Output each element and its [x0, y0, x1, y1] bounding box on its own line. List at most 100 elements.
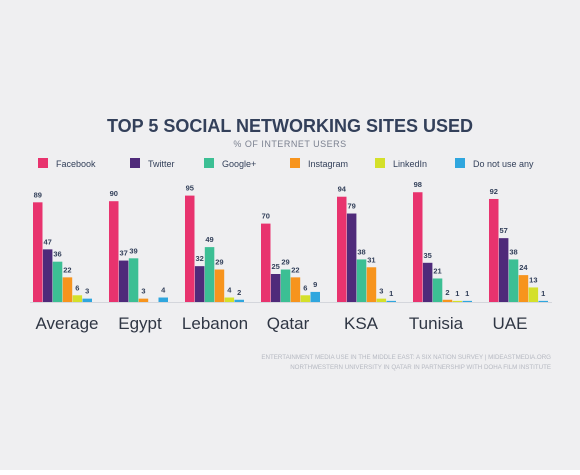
legend-swatch-twitter: [130, 158, 140, 168]
bar-qatar-facebook: [261, 223, 271, 302]
value-label-lebanon-google: 49: [205, 235, 213, 244]
value-label-uae-do-not-use-any: 1: [541, 289, 545, 298]
bar-average-do-not-use-any: [82, 298, 92, 302]
value-label-tunisia-twitter: 35: [423, 251, 431, 260]
bar-ksa-do-not-use-any: [386, 300, 396, 302]
legend-swatch-google: [204, 158, 214, 168]
value-label-lebanon-linkedin: 4: [227, 286, 232, 295]
value-label-uae-twitter: 57: [499, 226, 507, 235]
bar-tunisia-linkedin: [452, 300, 463, 302]
bars-group: [33, 192, 548, 302]
bar-lebanon-google: [204, 247, 215, 302]
source-line-1: ENTERTAINMENT MEDIA USE IN THE MIDDLE EA…: [261, 354, 551, 361]
value-label-lebanon-twitter: 32: [195, 254, 203, 263]
value-label-tunisia-google: 21: [433, 266, 441, 275]
chart-subtitle: % OF INTERNET USERS: [233, 139, 346, 149]
bar-qatar-google: [280, 269, 291, 302]
bar-average-google: [52, 261, 63, 302]
category-label-egypt: Egypt: [118, 314, 162, 333]
value-label-egypt-do-not-use-any: 4: [161, 286, 166, 295]
bar-uae-do-not-use-any: [538, 300, 548, 302]
bar-qatar-do-not-use-any: [310, 291, 320, 302]
value-label-qatar-instagram: 22: [291, 265, 299, 274]
bar-lebanon-facebook: [185, 195, 195, 302]
bar-tunisia-instagram: [442, 299, 453, 302]
value-label-tunisia-facebook: 98: [414, 180, 422, 189]
bar-ksa-twitter: [346, 213, 357, 302]
category-label-average: Average: [35, 314, 98, 333]
value-label-egypt-google: 39: [129, 246, 137, 255]
legend-swatch-facebook: [38, 158, 48, 168]
value-label-tunisia-linkedin: 1: [455, 289, 459, 298]
value-label-average-linkedin: 6: [75, 283, 79, 292]
legend-label-facebook: Facebook: [56, 159, 96, 169]
value-label-egypt-instagram: 3: [141, 287, 145, 296]
value-label-average-instagram: 22: [63, 265, 71, 274]
value-label-ksa-linkedin: 3: [379, 287, 383, 296]
bar-tunisia-do-not-use-any: [462, 300, 472, 302]
bar-uae-instagram: [518, 275, 529, 302]
category-label-lebanon: Lebanon: [182, 314, 248, 333]
bar-qatar-twitter: [270, 274, 281, 302]
value-label-uae-facebook: 92: [490, 187, 498, 196]
value-label-ksa-google: 38: [357, 247, 365, 256]
bar-uae-google: [508, 259, 519, 302]
value-label-lebanon-instagram: 29: [215, 258, 223, 267]
value-label-tunisia-instagram: 2: [445, 288, 449, 297]
bar-tunisia-google: [432, 278, 443, 302]
legend-label-do-not-use-any: Do not use any: [473, 159, 534, 169]
legend-label-google: Google+: [222, 159, 256, 169]
category-label-tunisia: Tunisia: [409, 314, 464, 333]
value-label-uae-linkedin: 13: [529, 275, 537, 284]
legend-label-instagram: Instagram: [308, 159, 348, 169]
bar-ksa-google: [356, 259, 367, 302]
bar-qatar-linkedin: [300, 295, 311, 302]
value-label-average-twitter: 47: [43, 237, 51, 246]
legend-label-twitter: Twitter: [148, 159, 175, 169]
legend-swatch-linkedin: [375, 158, 385, 168]
legend-swatch-do-not-use-any: [455, 158, 465, 168]
bar-average-linkedin: [72, 295, 83, 302]
value-label-qatar-linkedin: 6: [303, 283, 307, 292]
value-label-qatar-google: 29: [281, 258, 289, 267]
bar-tunisia-facebook: [413, 192, 423, 302]
bar-egypt-twitter: [118, 260, 129, 302]
value-label-tunisia-do-not-use-any: 1: [465, 289, 469, 298]
value-label-ksa-do-not-use-any: 1: [389, 289, 393, 298]
value-label-ksa-facebook: 94: [338, 185, 347, 194]
value-label-uae-google: 38: [509, 247, 517, 256]
value-label-qatar-twitter: 25: [271, 262, 279, 271]
bar-lebanon-linkedin: [224, 297, 235, 302]
bar-average-twitter: [42, 249, 53, 302]
bar-ksa-instagram: [366, 267, 377, 302]
bar-qatar-instagram: [290, 277, 301, 302]
bar-uae-twitter: [498, 238, 509, 302]
chart-title: TOP 5 SOCIAL NETWORKING SITES USED: [107, 116, 473, 136]
value-label-average-do-not-use-any: 3: [85, 287, 89, 296]
value-label-egypt-facebook: 90: [110, 189, 118, 198]
bar-ksa-facebook: [337, 196, 347, 302]
legend: Facebook Twitter Google+ Instagram LinkedIn D…: [38, 158, 534, 169]
bar-egypt-instagram: [138, 298, 149, 302]
value-label-ksa-twitter: 79: [347, 202, 355, 211]
category-label-uae: UAE: [493, 314, 528, 333]
value-label-lebanon-do-not-use-any: 2: [237, 288, 241, 297]
category-labels-group: Average Egypt Lebanon Qatar KSA Tunisia UAE: [35, 314, 527, 333]
bar-average-instagram: [62, 277, 73, 302]
value-label-lebanon-facebook: 95: [186, 184, 194, 193]
legend-swatch-instagram: [290, 158, 300, 168]
value-label-average-google: 36: [53, 250, 61, 259]
category-label-ksa: KSA: [344, 314, 379, 333]
bar-lebanon-instagram: [214, 269, 225, 302]
value-label-uae-instagram: 24: [519, 263, 528, 272]
bar-egypt-facebook: [109, 201, 119, 302]
bar-lebanon-twitter: [194, 266, 205, 302]
value-label-egypt-twitter: 37: [119, 249, 127, 258]
value-label-qatar-facebook: 70: [262, 212, 270, 221]
category-label-qatar: Qatar: [267, 314, 310, 333]
legend-label-linkedin: LinkedIn: [393, 159, 427, 169]
